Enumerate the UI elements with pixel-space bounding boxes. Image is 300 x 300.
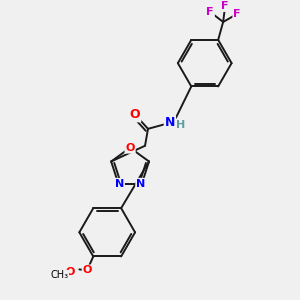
Text: F: F	[221, 1, 229, 11]
Text: H: H	[176, 120, 185, 130]
Text: N: N	[165, 116, 175, 129]
Text: N: N	[115, 179, 124, 189]
Text: O: O	[82, 266, 92, 275]
Text: O: O	[66, 267, 75, 278]
Text: N: N	[136, 179, 146, 189]
Text: F: F	[206, 7, 214, 17]
Text: O: O	[125, 143, 135, 153]
Text: F: F	[233, 9, 241, 19]
Text: O: O	[130, 108, 140, 122]
Text: CH₃: CH₃	[50, 270, 68, 280]
